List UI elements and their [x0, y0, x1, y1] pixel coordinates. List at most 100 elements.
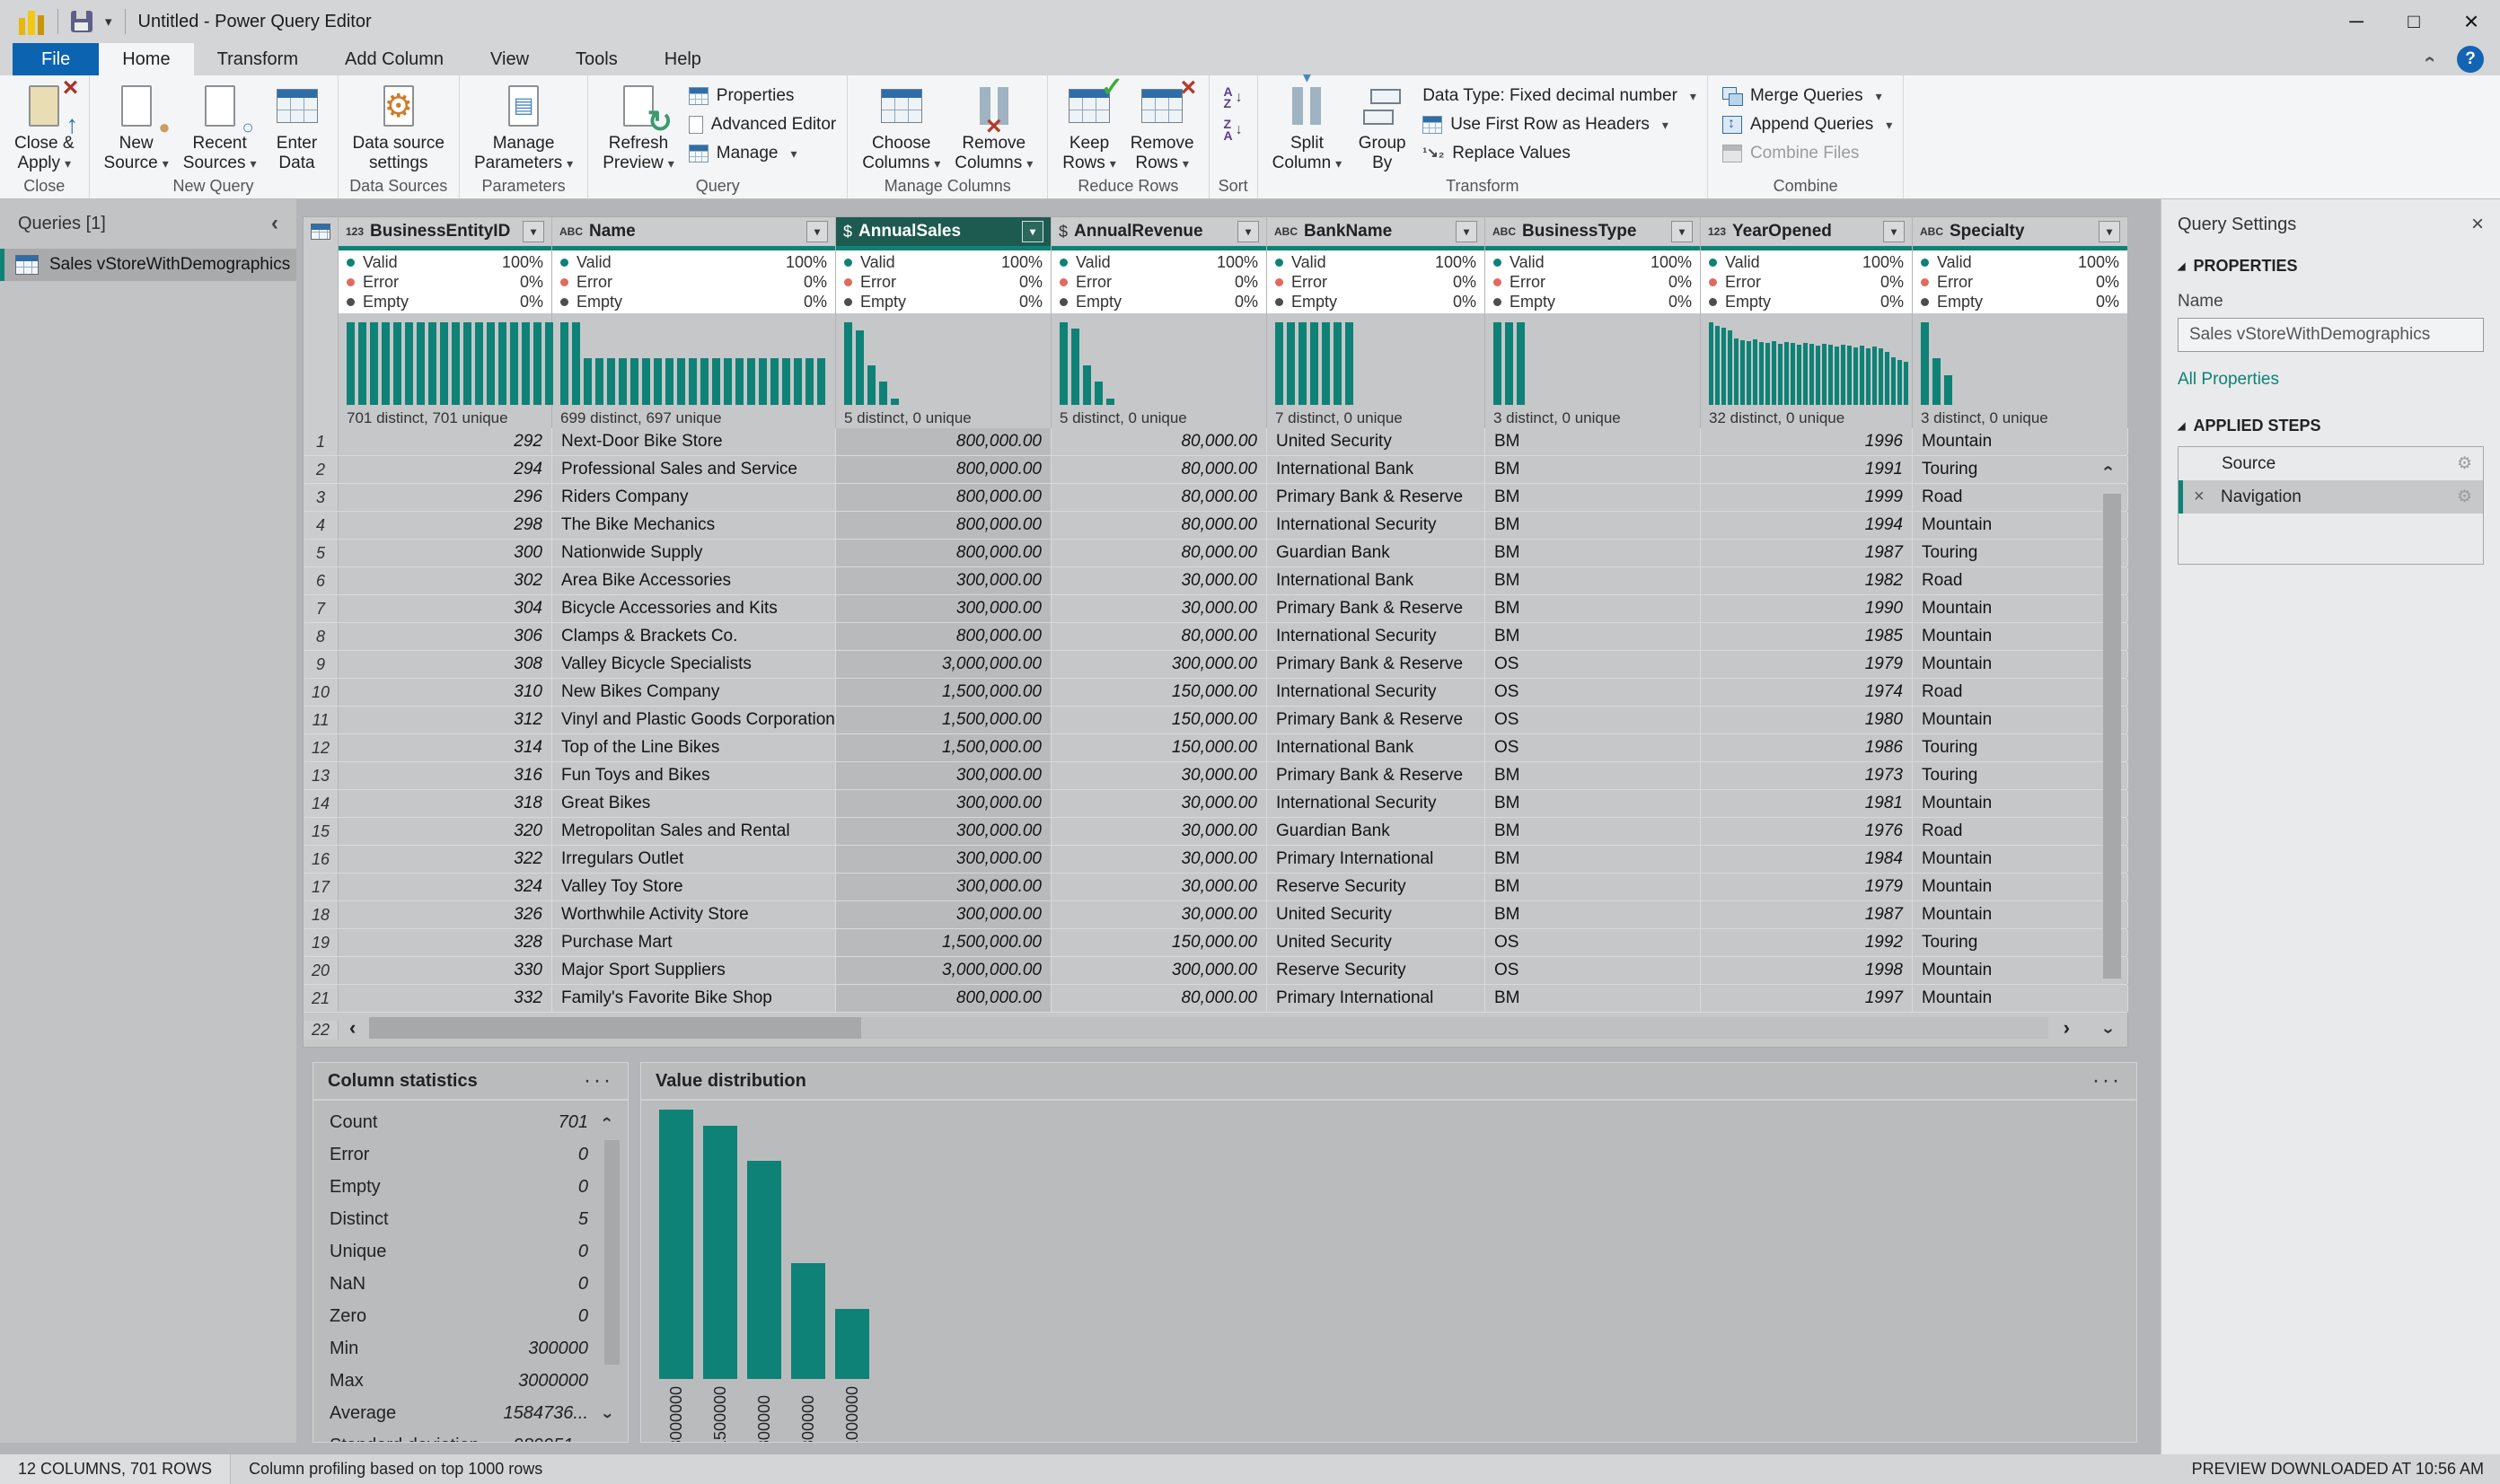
- properties-button[interactable]: Properties: [688, 86, 836, 106]
- close-panel-icon[interactable]: ×: [2470, 212, 2484, 236]
- tab-help[interactable]: Help: [664, 48, 701, 69]
- filter-icon-annualsales[interactable]: ▾: [1022, 221, 1043, 242]
- column-header-annualsales[interactable]: $ AnnualSales ▾: [836, 217, 1052, 246]
- cell-annualsales[interactable]: 800,000.00: [836, 484, 1052, 511]
- cell-businessentityid[interactable]: 304: [339, 595, 552, 622]
- manage-parameters-button[interactable]: ▤ Manage Parameters ▾: [467, 79, 580, 175]
- cell-yearopened[interactable]: 1987: [1701, 540, 1913, 566]
- cell-businesstype[interactable]: OS: [1485, 707, 1701, 733]
- cell-name[interactable]: Top of the Line Bikes: [552, 734, 836, 761]
- cell-businessentityid[interactable]: 326: [339, 901, 552, 928]
- cell-annualsales[interactable]: 800,000.00: [836, 540, 1052, 566]
- cell-businessentityid[interactable]: 310: [339, 679, 552, 706]
- scroll-left-icon[interactable]: ‹: [349, 1016, 357, 1039]
- cell-bankname[interactable]: Guardian Bank: [1267, 818, 1485, 845]
- cell-businesstype[interactable]: BM: [1485, 762, 1701, 789]
- use-first-row-as-headers-button[interactable]: Use First Row as Headers ▾: [1422, 115, 1696, 135]
- cell-annualrevenue[interactable]: 30,000.00: [1052, 567, 1267, 594]
- cell-annualrevenue[interactable]: 150,000.00: [1052, 929, 1267, 956]
- group-by-button[interactable]: Group By: [1349, 79, 1415, 175]
- cell-specialty[interactable]: Road: [1913, 567, 2128, 594]
- column-header-annualrevenue[interactable]: $ AnnualRevenue ▾: [1052, 217, 1267, 246]
- cell-yearopened[interactable]: 1996: [1701, 428, 1913, 455]
- delete-step-icon[interactable]: ×: [2194, 487, 2205, 506]
- tab-home[interactable]: Home: [99, 43, 194, 75]
- scroll-up-icon[interactable]: ›: [2097, 465, 2117, 471]
- cell-businesstype[interactable]: BM: [1485, 428, 1701, 455]
- cell-businessentityid[interactable]: 298: [339, 512, 552, 539]
- cell-name[interactable]: Nationwide Supply: [552, 540, 836, 566]
- cell-businesstype[interactable]: OS: [1485, 651, 1701, 678]
- cell-annualrevenue[interactable]: 150,000.00: [1052, 707, 1267, 733]
- cell-businesstype[interactable]: BM: [1485, 540, 1701, 566]
- column-header-yearopened[interactable]: 123 YearOpened ▾: [1701, 217, 1913, 246]
- cell-bankname[interactable]: Reserve Security: [1267, 874, 1485, 900]
- cell-businesstype[interactable]: BM: [1485, 512, 1701, 539]
- cell-yearopened[interactable]: 1990: [1701, 595, 1913, 622]
- cell-annualrevenue[interactable]: 150,000.00: [1052, 734, 1267, 761]
- cell-bankname[interactable]: Primary Bank & Reserve: [1267, 484, 1485, 511]
- cell-businesstype[interactable]: BM: [1485, 901, 1701, 928]
- cell-annualsales[interactable]: 800,000.00: [836, 985, 1052, 1012]
- cell-name[interactable]: Professional Sales and Service: [552, 456, 836, 483]
- cell-businesstype[interactable]: BM: [1485, 790, 1701, 817]
- cell-specialty[interactable]: Mountain: [1913, 623, 2128, 650]
- vertical-scrollbar[interactable]: › ›: [2097, 458, 2125, 1041]
- cell-annualsales[interactable]: 300,000.00: [836, 818, 1052, 845]
- panel-menu-icon[interactable]: ···: [584, 1068, 613, 1093]
- cell-bankname[interactable]: Primary International: [1267, 846, 1485, 873]
- cell-businessentityid[interactable]: 322: [339, 846, 552, 873]
- column-quality-annualsales[interactable]: Valid 100% Error 0% Empty 0% 5 distinct, 0 uni…: [836, 246, 1052, 428]
- advanced-editor-button[interactable]: Advanced Editor: [688, 115, 836, 135]
- column-header-businessentityid[interactable]: 123 BusinessEntityID ▾: [339, 217, 552, 246]
- cell-bankname[interactable]: Primary Bank & Reserve: [1267, 595, 1485, 622]
- cell-name[interactable]: Vinyl and Plastic Goods Corporation: [552, 707, 836, 733]
- scroll-right-icon[interactable]: ›: [2063, 1016, 2070, 1039]
- step-settings-icon[interactable]: ⚙: [2456, 487, 2472, 506]
- merge-queries-button[interactable]: Merge Queries ▾: [1721, 86, 1892, 106]
- cell-specialty[interactable]: Touring: [1913, 734, 2128, 761]
- cell-annualrevenue[interactable]: 150,000.00: [1052, 679, 1267, 706]
- cell-businessentityid[interactable]: 332: [339, 985, 552, 1012]
- cell-name[interactable]: The Bike Mechanics: [552, 512, 836, 539]
- column-header-businesstype[interactable]: ABC BusinessType ▾: [1485, 217, 1701, 246]
- query-item-sales-vstorewithdemographics[interactable]: Sales vStoreWithDemographics: [0, 249, 296, 281]
- cell-annualrevenue[interactable]: 30,000.00: [1052, 762, 1267, 789]
- cell-bankname[interactable]: United Security: [1267, 901, 1485, 928]
- help-icon[interactable]: ?: [2457, 46, 2484, 73]
- cell-businessentityid[interactable]: 306: [339, 623, 552, 650]
- cell-specialty[interactable]: Mountain: [1913, 707, 2128, 733]
- scroll-down-icon[interactable]: ›: [2098, 1028, 2118, 1034]
- cell-specialty[interactable]: Road: [1913, 484, 2128, 511]
- column-quality-specialty[interactable]: Valid 100% Error 0% Empty 0% 3 distinct, 0 uni…: [1913, 246, 2128, 428]
- cell-name[interactable]: Valley Bicycle Specialists: [552, 651, 836, 678]
- new-source-button[interactable]: ● New Source ▾: [97, 79, 176, 175]
- cell-name[interactable]: Fun Toys and Bikes: [552, 762, 836, 789]
- cell-bankname[interactable]: Primary International: [1267, 985, 1485, 1012]
- cell-annualsales[interactable]: 3,000,000.00: [836, 651, 1052, 678]
- filter-icon-annualrevenue[interactable]: ▾: [1237, 221, 1259, 242]
- scroll-thumb[interactable]: [604, 1140, 620, 1365]
- cell-businesstype[interactable]: BM: [1485, 484, 1701, 511]
- cell-yearopened[interactable]: 1992: [1701, 929, 1913, 956]
- tab-add-column[interactable]: Add Column: [344, 48, 445, 69]
- cell-yearopened[interactable]: 1982: [1701, 567, 1913, 594]
- cell-bankname[interactable]: International Security: [1267, 679, 1485, 706]
- cell-annualrevenue[interactable]: 30,000.00: [1052, 901, 1267, 928]
- select-all-corner[interactable]: [304, 217, 339, 246]
- filter-icon-businessentityid[interactable]: ▾: [523, 221, 544, 242]
- cell-annualsales[interactable]: 1,500,000.00: [836, 734, 1052, 761]
- cell-name[interactable]: Valley Toy Store: [552, 874, 836, 900]
- cell-name[interactable]: New Bikes Company: [552, 679, 836, 706]
- cell-bankname[interactable]: International Security: [1267, 790, 1485, 817]
- cell-specialty[interactable]: Road: [1913, 818, 2128, 845]
- cell-name[interactable]: Major Sport Suppliers: [552, 957, 836, 984]
- cell-businessentityid[interactable]: 330: [339, 957, 552, 984]
- cell-yearopened[interactable]: 1979: [1701, 651, 1913, 678]
- cell-annualsales[interactable]: 800,000.00: [836, 623, 1052, 650]
- cell-specialty[interactable]: Mountain: [1913, 595, 2128, 622]
- cell-businesstype[interactable]: OS: [1485, 679, 1701, 706]
- cell-specialty[interactable]: Mountain: [1913, 651, 2128, 678]
- cell-annualsales[interactable]: 1,500,000.00: [836, 707, 1052, 733]
- applied-step-navigation[interactable]: × Navigation ⚙: [2179, 480, 2483, 514]
